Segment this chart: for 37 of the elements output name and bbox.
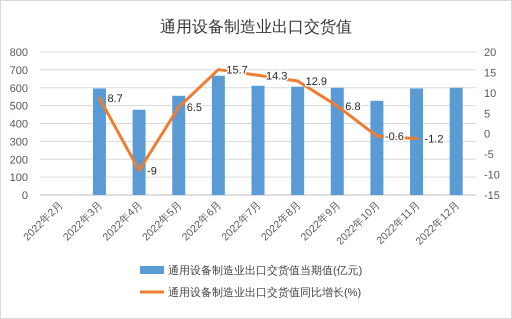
chart-title: 通用设备制造业出口交货值 <box>160 18 352 36</box>
data-label: -9 <box>147 165 157 178</box>
y-tick-label: 600 <box>10 82 28 95</box>
y-tick-label: 400 <box>10 118 28 130</box>
bar <box>330 88 344 195</box>
y2-tick-label: 5 <box>484 108 490 120</box>
legend-label: 通用设备制造业出口交货值当期值(亿元) <box>168 264 362 277</box>
data-label: 8.7 <box>107 93 123 106</box>
y-tick-label: 800 <box>10 47 28 59</box>
y-tick-label: 500 <box>10 100 28 113</box>
bar <box>410 88 424 195</box>
bar <box>172 96 186 195</box>
data-label: 12.9 <box>306 76 328 88</box>
legend-label: 通用设备制造业出口交货值同比增长(%) <box>168 286 362 299</box>
y2-tick-label: -10 <box>484 170 500 182</box>
y2-tick-label: -5 <box>484 149 494 162</box>
y-tick-label: 300 <box>10 136 28 148</box>
y-tick-label: 0 <box>22 190 28 202</box>
data-label: 6.8 <box>345 100 361 113</box>
bar <box>252 86 264 195</box>
bar <box>450 88 463 195</box>
y-tick-label: 200 <box>10 154 28 166</box>
y2-tick-label: 15 <box>484 67 496 80</box>
bar <box>132 110 146 195</box>
data-label: 6.5 <box>186 102 202 114</box>
y2-tick-label: 10 <box>484 88 496 100</box>
bar <box>370 100 384 195</box>
y-tick-label: 700 <box>10 64 28 77</box>
y2-tick-label: -15 <box>484 190 500 202</box>
bar <box>212 76 225 195</box>
data-label: -1.2 <box>424 134 444 146</box>
y-tick-label: 100 <box>10 172 28 184</box>
data-label: -0.6 <box>384 131 404 144</box>
bar <box>92 88 106 195</box>
y2-tick-label: 20 <box>484 47 496 59</box>
y2-tick-label: 0 <box>484 128 490 141</box>
bar <box>291 86 304 195</box>
